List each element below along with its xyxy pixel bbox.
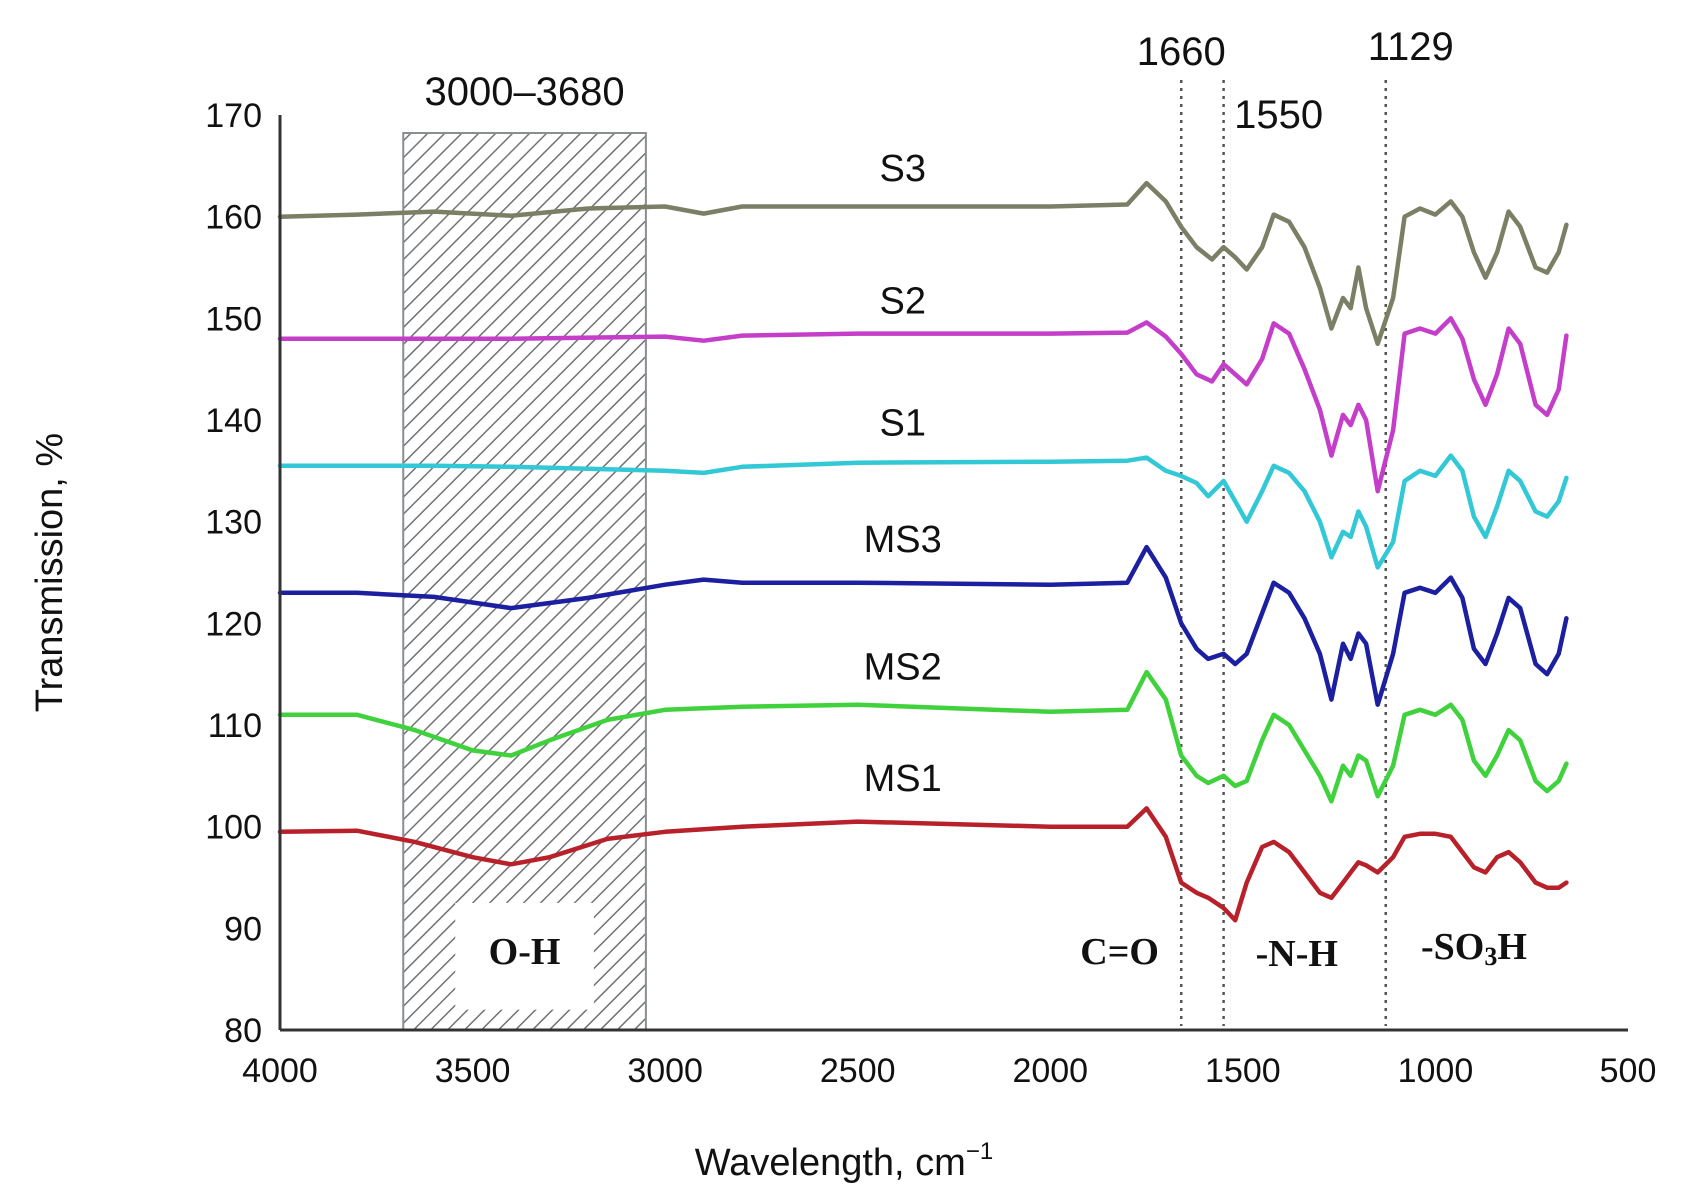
y-axis-title: Transmission, % <box>29 433 71 712</box>
oh-band-label: O-H <box>489 931 561 973</box>
series-line-ms1 <box>277 806 1569 923</box>
series-line-s3 <box>277 180 1569 347</box>
band-label: -SO3H <box>1421 926 1527 971</box>
x-axis-title: Wavelength, cm−1 <box>695 1138 993 1184</box>
x-tick-label: 4000 <box>242 1052 318 1090</box>
y-tick-label: 80 <box>224 1012 262 1050</box>
band-label: -N-H <box>1256 933 1338 975</box>
y-tick-label: 120 <box>205 605 262 643</box>
band-labels: C=O -N-H -SO3H <box>1080 926 1527 975</box>
x-axis-title-text: Wavelength, cm <box>695 1142 966 1184</box>
y-tick-label: 140 <box>205 402 262 440</box>
x-tick-label: 1500 <box>1205 1052 1281 1090</box>
x-tick-labels: 4000 3500 3000 2500 2000 1500 1000 500 <box>242 1052 1656 1090</box>
x-tick-label: 500 <box>1600 1052 1657 1090</box>
oh-label-box <box>455 902 594 1010</box>
x-tick-label: 2500 <box>820 1052 896 1090</box>
x-tick-label: 3500 <box>435 1052 511 1090</box>
band-label: C=O <box>1080 931 1159 973</box>
series-line-ms2 <box>277 669 1569 804</box>
series-label-s1: S1 <box>879 402 925 444</box>
y-tick-label: 150 <box>205 300 262 338</box>
peak-label: 1129 <box>1368 25 1454 69</box>
series-label-ms2: MS2 <box>864 646 942 688</box>
y-tick-label: 100 <box>205 809 262 847</box>
peak-label: 1660 <box>1137 30 1226 74</box>
x-tick-label: 1000 <box>1398 1052 1474 1090</box>
y-tick-label: 130 <box>205 504 262 542</box>
x-tick-label: 3000 <box>627 1052 703 1090</box>
oh-shaded-region <box>402 132 647 1031</box>
series-label-ms3: MS3 <box>864 519 942 561</box>
series-line-s1 <box>277 453 1569 570</box>
peak-label: 1550 <box>1234 93 1323 137</box>
y-tick-label: 170 <box>205 97 262 135</box>
y-tick-label: 110 <box>208 707 262 745</box>
series-label-s2: S2 <box>879 280 925 322</box>
oh-range-label: 3000–3680 <box>424 70 624 114</box>
series-line-s2 <box>277 316 1569 494</box>
series-group: S3 S2 S1 MS3 MS2 MS1 <box>277 148 1569 923</box>
series-label-s3: S3 <box>879 148 925 190</box>
x-tick-label: 2000 <box>1012 1052 1088 1090</box>
x-axis-title-superscript: −1 <box>966 1138 993 1165</box>
y-tick-label: 160 <box>205 199 262 237</box>
y-tick-label: 90 <box>224 910 262 948</box>
series-label-ms1: MS1 <box>864 758 942 800</box>
y-tick-labels: 80 90 100 110 120 130 140 150 160 170 <box>205 97 262 1050</box>
series-line-ms3 <box>277 544 1569 707</box>
